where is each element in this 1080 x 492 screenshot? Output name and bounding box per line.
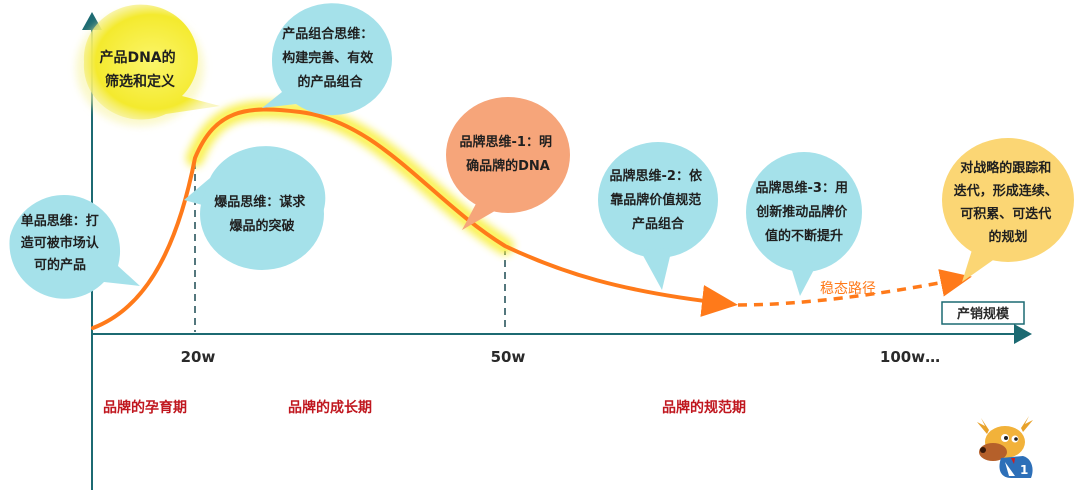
svg-text:对战略的跟踪和 迭代，形成连续、 可: 对战略的跟踪和 迭代，形成连续、 可积累、可迭代 的规划 — [954, 160, 1063, 245]
bubble-dna-line-1: 产品DNA的 — [99, 49, 175, 66]
svg-text:爆品思维：谋求 爆品的突破: 爆品思维：谋求 爆品的突破 — [214, 194, 310, 234]
svg-text:品牌思维-2：依 靠品牌价值规范 产: 品牌思维-2：依 靠品牌价值规范 产品组合 — [610, 168, 707, 232]
bubble-brand-2: 品牌思维-2：依 靠品牌价值规范 产品组合 — [598, 142, 718, 290]
bubble-hit-line-2: 爆品的突破 — [229, 218, 294, 234]
growth-curve — [91, 107, 738, 330]
bubble-product-dna: 产品DNA的 筛选和定义 — [76, 4, 220, 126]
svg-text:单品思维：打 造可被市场认 可的产品: 单品思维：打 造可被市场认 可的产品 — [21, 213, 104, 273]
bubble-strategy-line-4: 的规划 — [988, 229, 1027, 245]
bubble-brand3-line-3: 值的不断提升 — [765, 228, 843, 244]
bubble-combo-line-1: 产品组合思维： — [282, 26, 373, 42]
bubble-strategy-line-3: 可积累、可迭代 — [960, 206, 1051, 222]
bubble-brand2-line-1: 品牌思维-2：依 — [610, 168, 703, 184]
tick-20w: 20w — [181, 348, 216, 366]
bubble-single-line-3: 可的产品 — [34, 257, 86, 273]
bubble-brand-3: 品牌思维-3：用 创新推动品牌价 值的不断提升 — [746, 152, 862, 296]
bubble-combo-line-2: 构建完善、有效 — [282, 50, 374, 66]
svg-text:产品组合思维： 构建完善、有效 的产: 产品组合思维： 构建完善、有效 的产品组合 — [282, 26, 378, 90]
bubble-brand-1: 品牌思维-1：明 确品牌的DNA — [446, 97, 570, 230]
svg-text:品牌思维-3：用 创新推动品牌价 值: 品牌思维-3：用 创新推动品牌价 值的不断提升 — [755, 180, 852, 244]
bubble-strategy-line-2: 迭代，形成连续、 — [954, 183, 1058, 199]
bubble-brand1-line-1: 品牌思维-1：明 — [460, 134, 552, 150]
tick-50w: 50w — [491, 348, 526, 366]
bubble-brand1-line-2: 确品牌的DNA — [466, 158, 550, 174]
bubble-hit-line-1: 爆品思维：谋求 — [214, 194, 306, 210]
bubble-combo-line-3: 的产品组合 — [297, 74, 363, 90]
svg-text:品牌思维-1：明 确品牌的DNA: 品牌思维-1：明 确品牌的DNA — [460, 134, 557, 174]
stage-standard: 品牌的规范期 — [662, 399, 746, 416]
stage-growth: 品牌的成长期 — [288, 399, 372, 416]
steady-path — [737, 269, 972, 307]
bubble-single-line-1: 单品思维：打 — [21, 213, 99, 229]
bubble-dna-line-2: 筛选和定义 — [105, 73, 175, 90]
bubble-brand3-line-2: 创新推动品牌价 — [755, 204, 848, 220]
steady-path-label: 稳态路径 — [820, 281, 876, 297]
bubble-strategy-line-1: 对战略的跟踪和 — [960, 160, 1051, 176]
bubble-strategy: 对战略的跟踪和 迭代，形成连续、 可积累、可迭代 的规划 — [942, 138, 1074, 282]
stage-gestation: 品牌的孕育期 — [103, 399, 187, 416]
x-axis-label: 产销规模 — [957, 306, 1010, 322]
svg-text:产品DNA的 筛选和定义: 产品DNA的 筛选和定义 — [99, 49, 180, 90]
bubble-single-product: 单品思维：打 造可被市场认 可的产品 — [9, 194, 141, 299]
mascot-badge: 1 — [1020, 463, 1028, 477]
bubble-brand3-line-1: 品牌思维-3：用 — [756, 180, 848, 196]
tick-100w: 100w… — [880, 348, 940, 366]
bubble-brand2-line-3: 产品组合 — [632, 216, 685, 232]
bubble-product-combo: 产品组合思维： 构建完善、有效 的产品组合 — [262, 3, 392, 116]
bubble-brand2-line-2: 靠品牌价值规范 — [610, 192, 701, 208]
bubble-single-line-2: 造可被市场认 — [21, 235, 100, 251]
x-axis-label-box — [941, 301, 1025, 325]
moose-mascot-icon: 1 — [977, 416, 1033, 478]
bubble-hit-product: 爆品思维：谋求 爆品的突破 — [184, 146, 326, 270]
